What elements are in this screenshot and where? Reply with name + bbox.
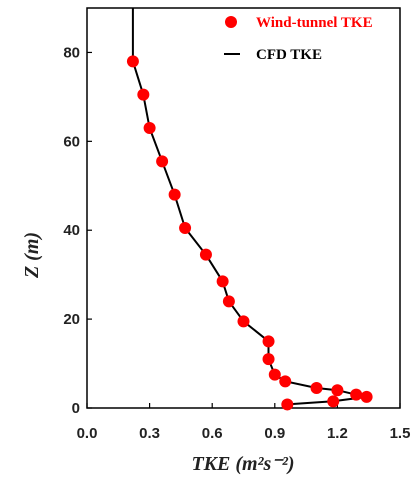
y-tick-label: 20 [63, 311, 80, 328]
legend-label-cfd: CFD TKE [256, 47, 322, 63]
wind-tunnel-point [143, 122, 156, 134]
wind-tunnel-point [331, 384, 344, 397]
wind-tunnel-point [237, 315, 250, 328]
wind-tunnel-point [156, 155, 169, 168]
wind-tunnel-point [137, 88, 150, 101]
wind-tunnel-point [126, 55, 139, 68]
wind-tunnel-point [310, 382, 323, 394]
wind-tunnel-point [268, 368, 281, 381]
x-tick-label: 0.9 [264, 425, 285, 442]
y-tick-label: 60 [63, 133, 80, 150]
wind-tunnel-point [360, 390, 373, 403]
legend-marker-wind-tunnel [225, 16, 237, 28]
x-axis: 0.0 0.3 0.6 0.9 1.2 1.5 [77, 403, 411, 442]
x-tick-label: 0.0 [77, 425, 98, 442]
y-axis-title: Z (m) [21, 232, 43, 279]
plot-area [126, 8, 373, 411]
x-tick-label: 0.6 [202, 425, 223, 442]
wind-tunnel-point [168, 188, 181, 201]
wind-tunnel-point [327, 395, 340, 408]
wind-tunnel-point [350, 388, 363, 401]
wind-tunnel-point [216, 275, 229, 288]
wind-tunnel-point [281, 398, 294, 411]
legend-label-wind-tunnel: Wind-tunnel TKE [256, 15, 373, 31]
wind-tunnel-point [279, 375, 292, 388]
wind-tunnel-point [262, 353, 275, 366]
y-axis: 0 20 40 60 80 [63, 44, 92, 417]
wind-tunnel-point [199, 248, 212, 261]
legend: Wind-tunnel TKE CFD TKE [224, 15, 373, 63]
x-tick-label: 1.5 [390, 425, 411, 442]
x-tick-label: 1.2 [327, 425, 348, 442]
y-tick-label: 80 [63, 44, 80, 61]
plot-frame [86, 7, 401, 409]
wind-tunnel-point [179, 222, 192, 234]
wind-tunnel-point [262, 335, 275, 348]
y-tick-label: 40 [63, 222, 80, 239]
x-axis-title: TKE (m²s⁻²) [191, 453, 294, 475]
y-tick-label: 0 [72, 400, 80, 417]
cfd-tke-line [131, 8, 368, 406]
x-tick-label: 0.3 [139, 425, 160, 442]
wind-tunnel-point [222, 295, 235, 308]
